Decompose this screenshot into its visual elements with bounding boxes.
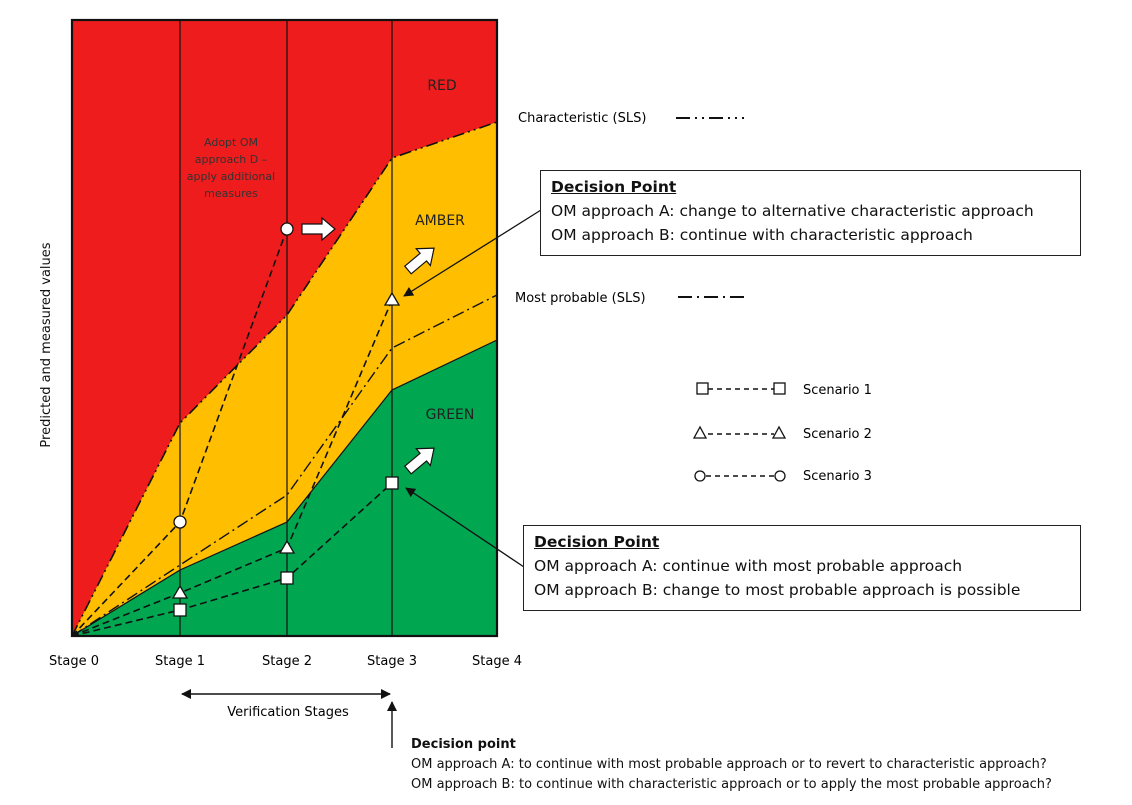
decision-note-bottom: Decision point OM approach A: to continu… (411, 735, 1052, 795)
scenario1-marker (280, 571, 294, 585)
decision-box-line: OM approach A: continue with most probab… (534, 557, 963, 575)
adopt-note-line: measures (204, 187, 258, 200)
green-zone (72, 340, 497, 636)
scenario2-marker (171, 584, 189, 599)
chart-frame (70, 18, 499, 638)
stage-label: Stage 2 (262, 654, 312, 669)
scenario2-marker (383, 291, 401, 306)
stage-label: Stage 3 (367, 654, 417, 669)
stage-label: Stage 1 (155, 654, 205, 669)
decision-note-title: Decision point (411, 737, 516, 752)
red-zone-label: RED (427, 78, 456, 94)
scenario1-marker (385, 476, 399, 490)
legend-scenario3-label: Scenario 3 (803, 469, 872, 484)
stage-label: Stage 0 (49, 654, 99, 669)
legend-scenario2-label: Scenario 2 (803, 427, 872, 442)
adopt-note-line: apply additional (187, 170, 275, 183)
legend-characteristic-label: Characteristic (SLS) (518, 111, 646, 126)
green-zone-label: GREEN (426, 407, 475, 423)
decision-box-title: Decision Point (534, 533, 660, 551)
decision-box-line: OM approach B: change to most probable a… (534, 581, 1021, 599)
y-axis-label: Predicted and measured values (39, 242, 54, 447)
block-arrow-icon (403, 247, 435, 275)
characteristic-line (71, 121, 498, 637)
verification-label: Verification Stages (227, 705, 349, 720)
amber-zone-label: AMBER (415, 213, 465, 229)
decision-note-line: OM approach B: to continue with characte… (411, 777, 1052, 792)
decision-box-line: OM approach B: continue with characteris… (551, 226, 973, 244)
legend-most-probable-label: Most probable (SLS) (515, 291, 646, 306)
decision-note-line: OM approach A: to continue with most pro… (411, 757, 1047, 772)
adopt-note-line: approach D – (195, 153, 267, 166)
decision-mid-leader (405, 487, 525, 568)
scenario1-path (71, 482, 393, 637)
legend-scenario3-marker (694, 470, 706, 482)
decision-box-middle: Decision Point OM approach A: continue w… (523, 525, 1081, 611)
scenario3-marker (280, 222, 294, 236)
decision-box-title: Decision Point (551, 178, 677, 196)
legend-scenario3-marker (774, 470, 786, 482)
stage-label: Stage 4 (472, 654, 522, 669)
scenario2-marker (278, 539, 296, 554)
scenario1-marker (173, 603, 187, 617)
block-arrow-icon (301, 216, 336, 242)
legend-scenario1-marker (696, 382, 709, 395)
legend-scenario2-marker (771, 425, 787, 439)
adopt-note-line: Adopt OM (204, 136, 258, 149)
scenario3-marker (173, 515, 187, 529)
decision-top-leader (403, 209, 542, 297)
block-arrow-icon (403, 447, 435, 475)
legend-scenario2-marker (692, 425, 708, 439)
legend-scenario1-label: Scenario 1 (803, 383, 872, 398)
scenario2-path (71, 299, 393, 637)
legend-scenario1-marker (773, 382, 786, 395)
decision-box-line: OM approach A: change to alternative cha… (551, 202, 1034, 220)
decision-box-top: Decision Point OM approach A: change to … (540, 170, 1081, 256)
